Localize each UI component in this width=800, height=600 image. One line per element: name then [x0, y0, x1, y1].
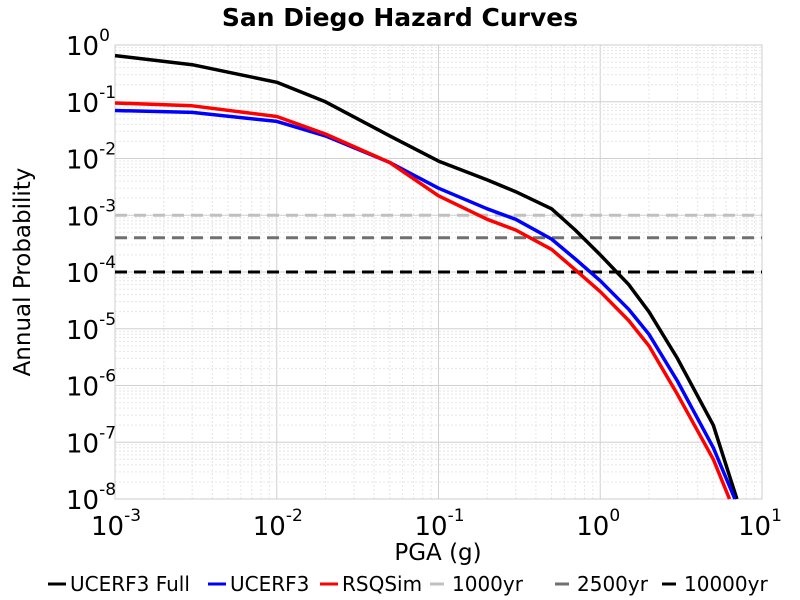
y-tick-labels: 100 10-1 10-2 10-3 10-4 10-5 10-6 10-7 10-8 — [66, 26, 116, 516]
x-tick-label: 10-3 — [91, 506, 141, 542]
y-tick-label: 10-8 — [66, 480, 116, 516]
series-line-1 — [114, 108, 737, 500]
x-tick-label: 10-2 — [253, 506, 303, 542]
legend-label: 10000yr — [684, 572, 768, 596]
y-tick-label: 10-6 — [66, 367, 116, 403]
y-tick-label: 10-2 — [66, 140, 116, 176]
legend-label: 2500yr — [577, 572, 649, 596]
y-tick-label: 10-5 — [66, 310, 116, 346]
y-tick-label: 100 — [66, 26, 110, 62]
y-axis-label: Annual Probability — [10, 168, 36, 377]
series-layer — [114, 53, 762, 500]
legend: UCERF3 Full UCERF3 RSQSim 1000yr 2500yr 10000… — [48, 572, 768, 596]
x-tick-labels: 10-3 10-2 10-1 100 101 — [91, 506, 782, 542]
legend-label: UCERF3 — [230, 572, 309, 596]
x-tick-label: 101 — [738, 506, 782, 542]
x-tick-label: 10-1 — [415, 506, 465, 542]
legend-label: 1000yr — [452, 572, 524, 596]
y-tick-label: 10-7 — [66, 423, 116, 459]
x-tick-label: 100 — [576, 506, 620, 542]
chart-title: San Diego Hazard Curves — [222, 3, 578, 32]
y-tick-label: 10-4 — [66, 253, 116, 289]
legend-label: RSQSim — [342, 572, 422, 596]
legend-label: UCERF3 Full — [70, 572, 190, 596]
x-axis-label: PGA (g) — [394, 540, 481, 566]
y-tick-label: 10-3 — [66, 196, 116, 232]
series-line-2 — [114, 101, 732, 500]
y-tick-label: 10-1 — [66, 83, 116, 119]
series-line-0 — [114, 53, 739, 500]
